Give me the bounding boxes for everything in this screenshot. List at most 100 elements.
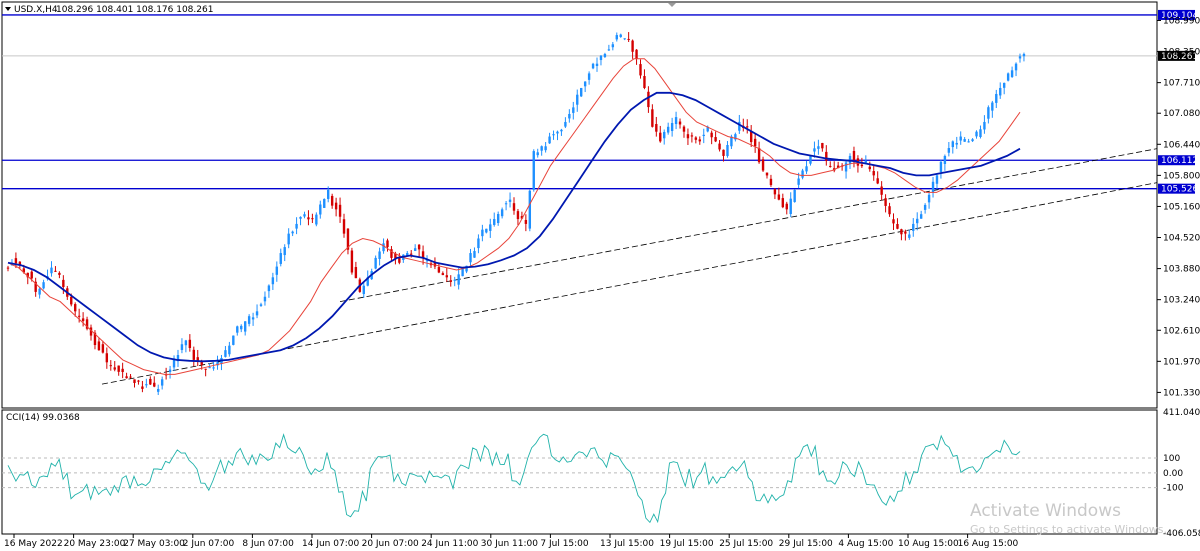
price-tick-label-2: 107.710 [1163, 79, 1200, 89]
candle-body [663, 131, 666, 139]
candle-body [987, 107, 990, 119]
candle-body [255, 311, 259, 316]
candle-body [93, 332, 97, 346]
candle-body [935, 175, 939, 184]
candle-body [603, 53, 607, 58]
candle-body [975, 131, 978, 137]
candle-body [153, 382, 156, 387]
candle-body [410, 253, 413, 255]
dropdown-triangle-icon[interactable] [5, 7, 11, 11]
candle-body [413, 248, 417, 251]
price-tick-label-4: 106.440 [1163, 140, 1200, 150]
candle-body [18, 261, 22, 266]
candle-body [995, 93, 998, 103]
candle-body [34, 281, 37, 292]
candle-body [971, 139, 974, 142]
candle-body [441, 273, 445, 276]
price-tick-label-1: 108.350 [1163, 48, 1200, 58]
candle-body [113, 367, 116, 370]
candle-body [184, 340, 188, 346]
candle-body [168, 369, 172, 372]
candle-body [595, 63, 599, 67]
candle-body [761, 159, 765, 171]
candle-body [880, 186, 883, 195]
candle-body [583, 81, 587, 87]
candle-body [433, 261, 437, 267]
candle-body [919, 214, 923, 219]
candle-body [896, 224, 899, 229]
candle-body [955, 142, 958, 145]
candle-body [461, 267, 464, 277]
candle-body [14, 258, 18, 264]
candle-body [520, 216, 524, 219]
candle-body [939, 161, 943, 173]
cci-label: CCI(14) 99.0368 [6, 413, 80, 423]
candle-body [504, 203, 508, 205]
candle-body [868, 166, 871, 170]
candle-body [568, 113, 571, 119]
candle-body [489, 224, 492, 231]
candle-body [738, 121, 741, 131]
candle-body [666, 126, 670, 133]
price-pane-frame [1, 1, 1158, 409]
candle-body [781, 198, 785, 208]
candle-body [801, 170, 804, 178]
candle-body [141, 386, 144, 389]
candle-body [821, 142, 824, 149]
candle-body [678, 121, 682, 125]
trendline-upper [339, 148, 1158, 303]
candle-body [548, 136, 551, 144]
candle-body [346, 228, 350, 250]
candle-body [651, 109, 654, 127]
candle-body [485, 228, 488, 233]
candle-body [757, 148, 761, 163]
candle-body [694, 137, 698, 140]
cci-indicator: 411.0404 100 0.00 -100 -406.0581 [2, 408, 1200, 539]
cci-tick-label-4: -406.0581 [1163, 529, 1200, 539]
candle-body [564, 121, 567, 127]
candle-body [279, 253, 282, 264]
candle-body [734, 134, 737, 140]
candle-body [382, 243, 385, 252]
candle-body [916, 218, 919, 224]
candle-body [789, 198, 792, 215]
scroll-marker-icon[interactable] [668, 3, 676, 7]
price-tick-label-5: 105.800 [1163, 171, 1200, 181]
cci-pane-frame [1, 409, 1158, 535]
candle-body [137, 380, 140, 382]
candle-body [457, 274, 460, 285]
candle-body [160, 379, 164, 386]
time-tick-label-9: 7 Jul 15:00 [540, 539, 589, 549]
candle-body [528, 190, 532, 229]
time-tick-label-6: 20 Jun 07:00 [362, 539, 419, 549]
trendlines [101, 148, 1158, 385]
time-tick-label-5: 14 Jun 07:00 [302, 539, 359, 549]
candle-body [1010, 70, 1014, 77]
candle-body [844, 162, 848, 172]
candle-body [951, 141, 954, 148]
candle-body [89, 327, 93, 336]
candle-body [749, 131, 753, 143]
candle-body [453, 279, 456, 281]
candle-body [81, 318, 85, 322]
candle-body [872, 171, 875, 176]
candle-body [208, 367, 211, 369]
candle-body [449, 280, 452, 282]
candle-body [30, 271, 33, 279]
candle-body [813, 148, 816, 152]
candle-body [425, 260, 429, 262]
candle-body [196, 357, 199, 362]
cci-tick-label-3: -100 [1163, 484, 1184, 494]
candle-body [1022, 53, 1026, 57]
time-tick-label-7: 24 Jun 11:00 [421, 539, 478, 549]
candle-body [172, 358, 176, 368]
candle-body [275, 266, 279, 275]
candle-body [496, 214, 500, 224]
cci-line [7, 433, 1021, 524]
candle-body [50, 267, 53, 274]
candle-body [686, 134, 690, 139]
time-tick-label-13: 29 Jul 15:00 [779, 539, 833, 549]
candle-body [726, 144, 729, 157]
candle-body [670, 123, 674, 131]
candle-body [299, 216, 302, 219]
